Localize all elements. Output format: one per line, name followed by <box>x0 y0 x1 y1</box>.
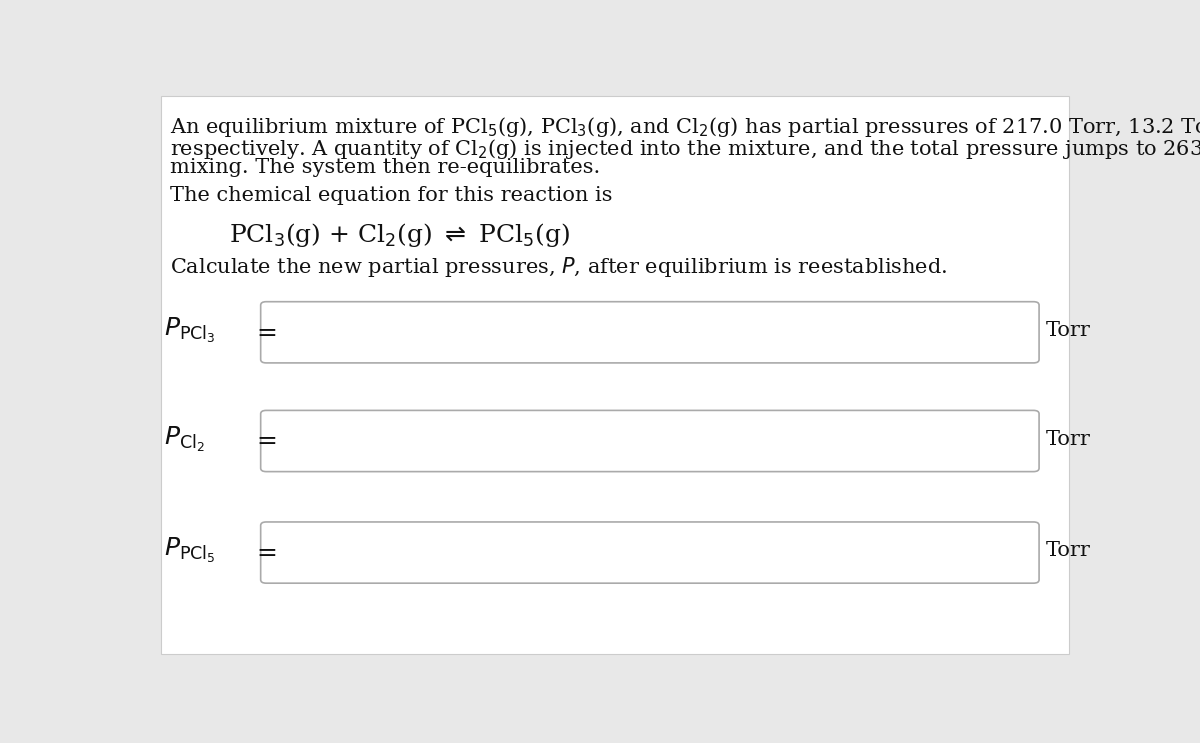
Text: $P_{\mathrm{PCl_3}}$: $P_{\mathrm{PCl_3}}$ <box>164 316 216 345</box>
Text: Torr: Torr <box>1045 542 1091 560</box>
Text: The chemical equation for this reaction is: The chemical equation for this reaction … <box>170 186 613 205</box>
Text: Torr: Torr <box>1045 321 1091 340</box>
Text: $=$: $=$ <box>252 319 277 343</box>
Text: $=$: $=$ <box>252 427 277 451</box>
Text: Calculate the new partial pressures, $P$, after equilibrium is reestablished.: Calculate the new partial pressures, $P$… <box>170 255 948 279</box>
FancyBboxPatch shape <box>260 522 1039 583</box>
Text: An equilibrium mixture of PCl$_5$(g), PCl$_3$(g), and Cl$_2$(g) has partial pres: An equilibrium mixture of PCl$_5$(g), PC… <box>170 115 1200 139</box>
FancyBboxPatch shape <box>260 410 1039 472</box>
Text: respectively. A quantity of Cl$_2$(g) is injected into the mixture, and the tota: respectively. A quantity of Cl$_2$(g) is… <box>170 137 1200 160</box>
Text: $P_{\mathrm{Cl_2}}$: $P_{\mathrm{Cl_2}}$ <box>164 425 205 454</box>
FancyBboxPatch shape <box>260 302 1039 363</box>
Text: PCl$_3$(g) + Cl$_2$(g) $\rightleftharpoons$ PCl$_5$(g): PCl$_3$(g) + Cl$_2$(g) $\rightleftharpoo… <box>229 221 570 249</box>
Text: Torr: Torr <box>1045 429 1091 449</box>
Text: $=$: $=$ <box>252 539 277 563</box>
FancyBboxPatch shape <box>161 96 1069 655</box>
Text: $P_{\mathrm{PCl_5}}$: $P_{\mathrm{PCl_5}}$ <box>164 536 216 565</box>
Text: mixing. The system then re-equilibrates.: mixing. The system then re-equilibrates. <box>170 158 601 177</box>
